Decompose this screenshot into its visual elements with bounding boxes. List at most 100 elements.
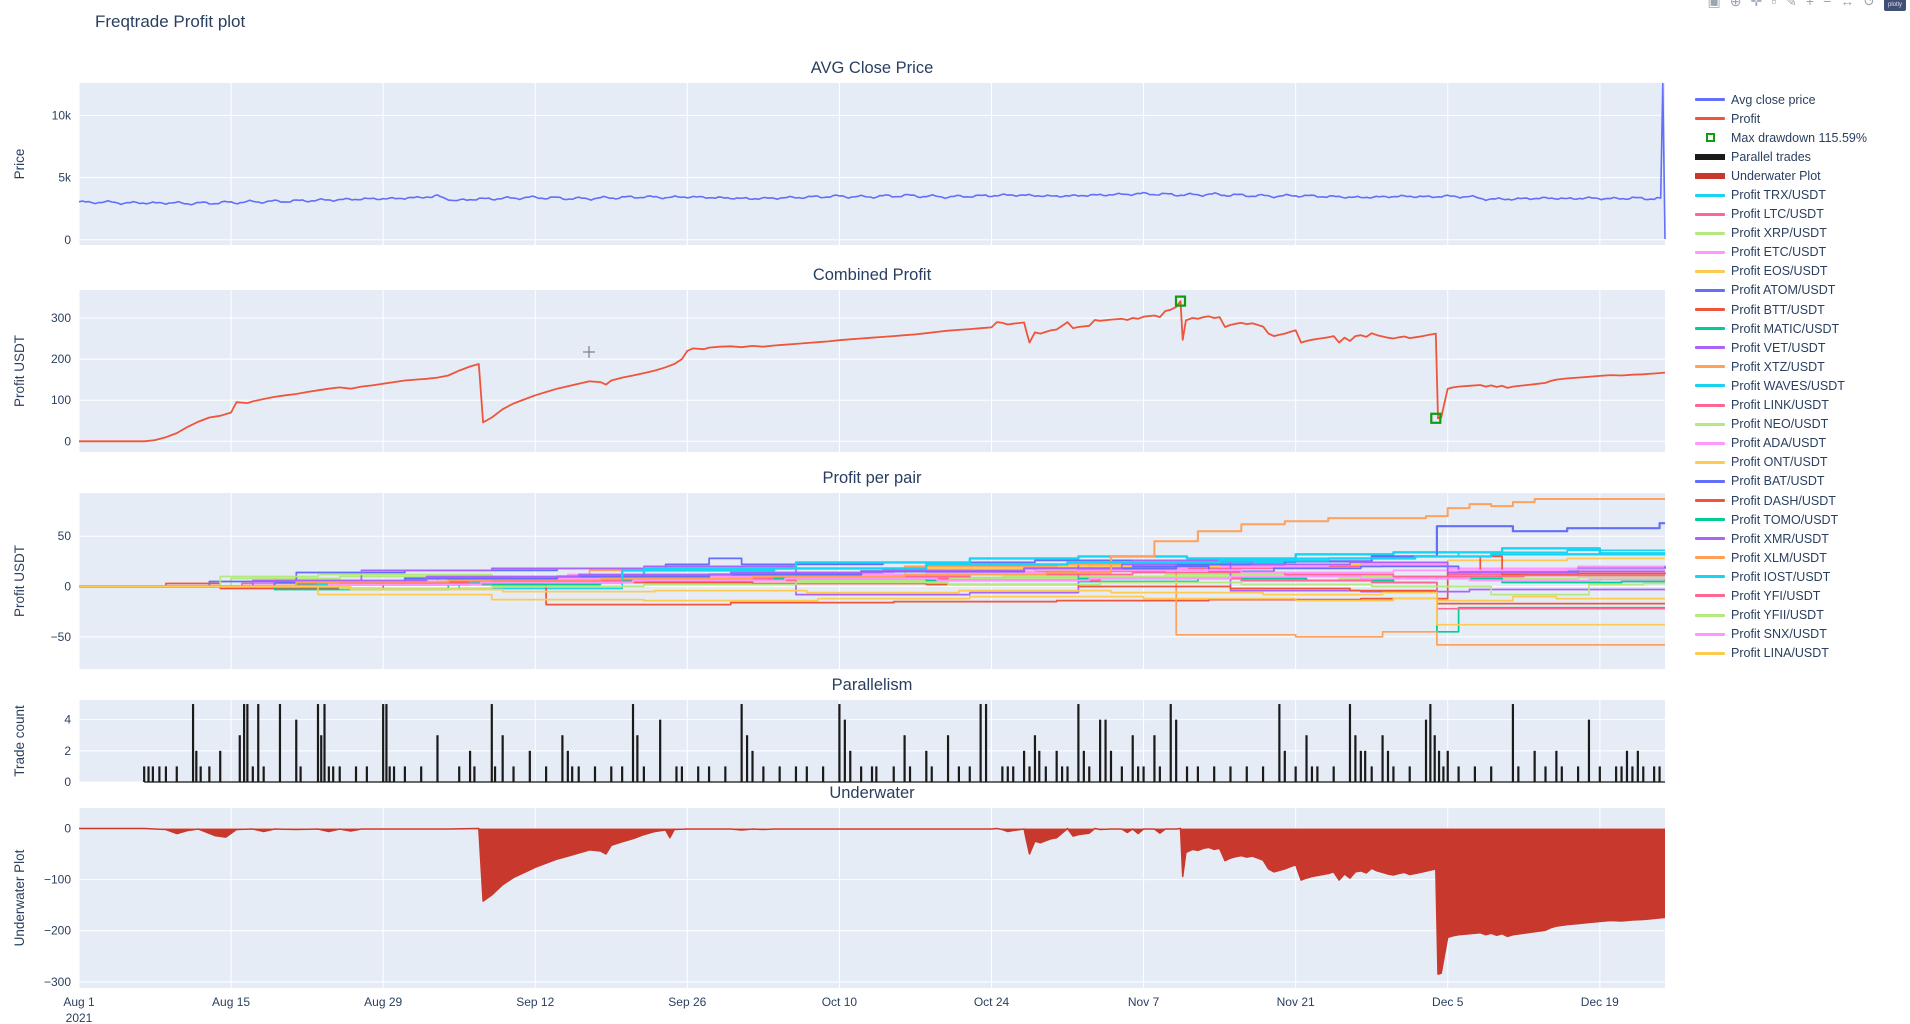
legend-item-profit-dash-usdt[interactable]: Profit DASH/USDT — [1695, 491, 1909, 510]
trade-count-bar — [1490, 766, 1493, 782]
zoom-out-icon[interactable]: − — [1823, 0, 1832, 9]
legend-item-profit-tomo-usdt[interactable]: Profit TOMO/USDT — [1695, 510, 1909, 529]
autoscale-icon[interactable]: ↔ — [1840, 0, 1855, 9]
legend-label: Parallel trades — [1731, 149, 1811, 164]
trade-count-bar — [164, 766, 168, 782]
trade-count-bar — [238, 735, 241, 782]
x-tick-label: Aug 1 — [63, 995, 95, 1009]
trade-count-bar — [870, 766, 874, 782]
trade-count-bar — [468, 750, 472, 782]
trade-count-bar — [903, 735, 906, 782]
legend-item-profit-snx-usdt[interactable]: Profit SNX/USDT — [1695, 625, 1909, 644]
legend-item-avg-close-price[interactable]: Avg close price — [1695, 90, 1909, 109]
legend-line-swatch-icon — [1695, 422, 1725, 426]
legend-item-profit-eos-usdt[interactable]: Profit EOS/USDT — [1695, 262, 1909, 281]
legend-item-profit-xrp-usdt[interactable]: Profit XRP/USDT — [1695, 224, 1909, 243]
legend-line-swatch-icon — [1695, 172, 1725, 179]
y-tick-label: −50 — [51, 630, 72, 644]
box-select-icon[interactable]: ▫ — [1771, 0, 1777, 9]
trade-count-bar — [1061, 766, 1064, 782]
pan-icon[interactable]: ✛ — [1750, 0, 1763, 9]
legend-label: Profit IOST/USDT — [1731, 569, 1831, 584]
y-tick-label: 4 — [64, 713, 71, 727]
legend-item-underwater-plot[interactable]: Underwater Plot — [1695, 166, 1909, 185]
legend-line-swatch-icon — [1695, 537, 1725, 541]
legend-label: Profit BTT/USDT — [1731, 302, 1825, 317]
trade-count-bar — [1142, 766, 1145, 782]
legend-item-profit-atom-usdt[interactable]: Profit ATOM/USDT — [1695, 281, 1909, 300]
trade-count-bar — [420, 766, 423, 782]
legend-label: Profit EOS/USDT — [1731, 264, 1828, 279]
legend-item-profit-iost-usdt[interactable]: Profit IOST/USDT — [1695, 567, 1909, 586]
series-line — [79, 555, 1666, 606]
legend-item-profit-xlm-usdt[interactable]: Profit XLM/USDT — [1695, 548, 1909, 567]
camera-icon[interactable]: ▣ — [1707, 0, 1721, 9]
reset-axes-icon[interactable]: ↺ — [1863, 0, 1875, 9]
trade-count-bar — [631, 704, 635, 782]
trade-count-bar — [838, 704, 841, 782]
legend-item-profit-matic-usdt[interactable]: Profit MATIC/USDT — [1695, 319, 1909, 338]
trade-count-bar — [925, 750, 928, 782]
y-tick-label: −300 — [44, 975, 71, 989]
trade-count-bar — [1169, 704, 1172, 782]
trade-count-bar — [493, 766, 497, 782]
legend-item-profit-btt-usdt[interactable]: Profit BTT/USDT — [1695, 300, 1909, 319]
legend-item-profit-ont-usdt[interactable]: Profit ONT/USDT — [1695, 453, 1909, 472]
legend-item-profit-yfii-usdt[interactable]: Profit YFII/USDT — [1695, 606, 1909, 625]
subplot-profit-per-pair: −50 0 50 Profit per pair Profit USDT — [12, 469, 1666, 669]
plotly-logo-icon[interactable]: plotly — [1884, 0, 1906, 11]
legend-item-profit-link-usdt[interactable]: Profit LINK/USDT — [1695, 396, 1909, 415]
plot-area-combined-profit[interactable] — [79, 290, 1665, 452]
trade-count-bar — [1213, 766, 1216, 782]
trade-count-bar — [908, 766, 912, 782]
legend-item-profit-waves-usdt[interactable]: Profit WAVES/USDT — [1695, 376, 1909, 395]
max-drawdown-marker — [1174, 295, 1187, 307]
zoom-in-icon[interactable]: + — [1805, 0, 1815, 9]
legend-item-profit-xmr-usdt[interactable]: Profit XMR/USDT — [1695, 529, 1909, 548]
trade-count-bar — [1332, 766, 1335, 782]
legend-label: Profit XMR/USDT — [1731, 531, 1829, 546]
zoom-icon[interactable]: ⊕ — [1729, 0, 1742, 9]
legend-item-profit-ltc-usdt[interactable]: Profit LTC/USDT — [1695, 205, 1909, 224]
legend-item-profit-trx-usdt[interactable]: Profit TRX/USDT — [1695, 185, 1909, 204]
legend-line-swatch-icon — [1695, 613, 1725, 617]
lasso-icon[interactable]: ✎ — [1785, 0, 1797, 9]
legend-item-profit[interactable]: Profit — [1695, 109, 1909, 128]
trade-count-bar — [610, 766, 613, 782]
y-tick-label: 0 — [64, 775, 71, 789]
trade-count-bar — [930, 766, 933, 782]
trade-count-bar — [1033, 735, 1037, 782]
legend-item-profit-yfi-usdt[interactable]: Profit YFI/USDT — [1695, 586, 1909, 605]
legend-item-parallel-trades[interactable]: Parallel trades — [1695, 147, 1909, 166]
legend-line-swatch-icon — [1695, 651, 1725, 655]
trade-count-bar — [778, 766, 781, 782]
trade-count-bar — [382, 704, 385, 782]
legend-line-swatch-icon — [1695, 594, 1725, 598]
legend-item-profit-bat-usdt[interactable]: Profit BAT/USDT — [1695, 472, 1909, 491]
trade-count-bar — [843, 719, 846, 782]
y-axis-title-combined-profit: Profit USDT — [12, 335, 27, 407]
trade-count-bar — [577, 766, 580, 782]
trade-count-bar — [299, 766, 302, 782]
trade-count-bar — [1544, 766, 1547, 782]
series-line — [79, 575, 1665, 588]
legend-item-profit-vet-usdt[interactable]: Profit VET/USDT — [1695, 338, 1909, 357]
legend-item-profit-xtz-usdt[interactable]: Profit XTZ/USDT — [1695, 357, 1909, 376]
trade-count-bar — [1473, 766, 1476, 782]
trade-count-bar — [1364, 750, 1367, 782]
trade-count-bar — [892, 766, 895, 782]
plot-area-avg-close-price[interactable] — [79, 83, 1665, 245]
legend-item-profit-ada-usdt[interactable]: Profit ADA/USDT — [1695, 434, 1909, 453]
trade-count-bar — [642, 766, 645, 782]
legend-item-profit-etc-usdt[interactable]: Profit ETC/USDT — [1695, 243, 1909, 262]
subplot-title-combined-profit: Combined Profit — [813, 266, 932, 284]
y-axis-title-profit-per-pair: Profit USDT — [12, 545, 27, 617]
legend-item-profit-lina-usdt[interactable]: Profit LINA/USDT — [1695, 644, 1909, 663]
legend-item-profit-neo-usdt[interactable]: Profit NEO/USDT — [1695, 415, 1909, 434]
trade-count-bar — [403, 766, 406, 782]
trade-count-bar — [1625, 750, 1629, 782]
legend-line-swatch-icon — [1695, 632, 1725, 636]
legend-item-max-drawdown-115-59-[interactable]: Max drawdown 115.59% — [1695, 128, 1909, 147]
x-tick-label: Nov 21 — [1277, 995, 1315, 1009]
